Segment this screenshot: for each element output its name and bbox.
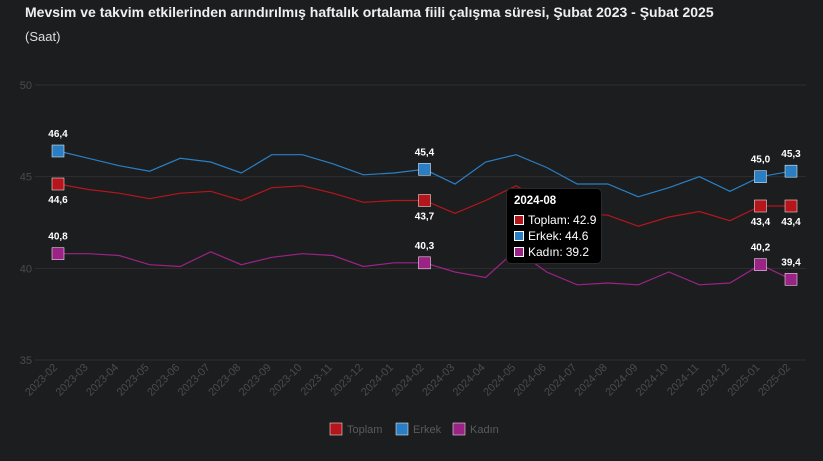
data-label: 43,7 <box>415 212 435 223</box>
tooltip-swatch-erkek <box>514 231 524 241</box>
legend-label: Kadın <box>470 424 499 436</box>
data-point-marker <box>418 163 431 176</box>
legend-swatch <box>452 422 466 436</box>
data-label: 43,4 <box>751 217 771 228</box>
x-tick-label: 2024-02 <box>390 362 427 399</box>
x-tick-label: 2024-10 <box>634 362 671 399</box>
tooltip-title: 2024-08 <box>514 195 557 207</box>
x-tick-label: 2023-08 <box>206 362 243 399</box>
data-label: 45,3 <box>781 149 801 160</box>
x-tick-label: 2023-05 <box>115 362 152 399</box>
x-tick-label: 2023-07 <box>176 362 213 399</box>
tooltip-swatch-kadin <box>514 247 524 257</box>
data-point-marker <box>784 164 798 178</box>
legend-swatch <box>395 422 409 436</box>
data-label: 40,8 <box>48 232 68 243</box>
y-tick-label: 40 <box>20 263 32 275</box>
data-label: 44,6 <box>48 195 68 206</box>
x-tick-label: 2023-12 <box>329 362 366 399</box>
tooltip-series-value: 44.6 <box>565 229 589 243</box>
x-tick-label: 2024-07 <box>542 362 579 399</box>
tooltip-row-kadin: Kadın: 39.2 <box>514 244 594 260</box>
y-tick-label: 50 <box>20 80 32 92</box>
tooltip-swatch-toplam <box>514 215 524 225</box>
x-tick-label: 2024-08 <box>573 362 610 399</box>
data-point-marker <box>51 177 65 191</box>
data-label: 40,3 <box>415 241 435 252</box>
data-label: 43,4 <box>781 217 801 228</box>
data-point-marker <box>754 258 767 271</box>
hover-tooltip: 2024-08 Toplam: 42.9 Erkek: 44.6 Kadın: … <box>506 188 602 264</box>
x-tick-label: 2023-10 <box>267 362 304 399</box>
grid-lines <box>35 84 806 361</box>
data-point-marker <box>418 256 431 270</box>
x-tick-label: 2024-12 <box>695 362 732 399</box>
series-lines <box>51 144 798 286</box>
data-label: 45,0 <box>751 155 771 166</box>
x-tick-label: 2025-01 <box>726 362 763 399</box>
chart-title: Mevsim ve takvim etkilerinden arındırılm… <box>25 4 714 20</box>
tooltip-series-name: Toplam <box>528 213 567 227</box>
data-label: 45,4 <box>415 147 435 158</box>
y-axis-ticks: 35 40 45 50 <box>20 80 32 367</box>
x-tick-label: 2023-06 <box>145 362 182 399</box>
chart-subtitle: (Saat) <box>25 29 61 44</box>
tooltip-series-value: 39.2 <box>565 245 590 259</box>
y-tick-label: 45 <box>20 172 32 184</box>
data-point-marker <box>51 247 65 260</box>
data-point-marker <box>784 199 798 213</box>
x-tick-label: 2024-06 <box>512 362 549 399</box>
tooltip-series-value: 42.9 <box>573 213 597 227</box>
data-point-marker <box>51 144 65 158</box>
legend-label: Erkek <box>413 424 442 436</box>
x-tick-label: 2024-03 <box>420 362 457 399</box>
legend[interactable]: Toplam Erkek Kadın <box>329 422 499 436</box>
tooltip-series-name: Kadın <box>528 245 560 259</box>
x-tick-label: 2023-04 <box>84 362 121 399</box>
legend-swatch <box>329 422 343 436</box>
data-point-marker <box>754 170 767 183</box>
x-tick-label: 2025-02 <box>756 362 793 399</box>
data-labels: 44,6 43,7 43,4 43,4 46,4 45,4 45,0 45,3 40,8 40,3… <box>48 129 801 268</box>
x-tick-label: 2024-01 <box>359 362 396 399</box>
data-point-marker <box>418 194 431 207</box>
y-tick-label: 35 <box>20 355 32 367</box>
data-point-marker <box>784 273 798 286</box>
legend-item-toplam[interactable]: Toplam <box>329 422 382 436</box>
x-tick-label: 2023-02 <box>23 362 60 399</box>
x-tick-label: 2023-03 <box>54 362 91 399</box>
legend-item-erkek[interactable]: Erkek <box>395 422 442 436</box>
x-tick-label: 2023-09 <box>237 362 274 399</box>
data-label: 46,4 <box>48 129 68 140</box>
data-label: 39,4 <box>781 257 801 268</box>
tooltip-row-erkek: Erkek: 44.6 <box>514 228 594 244</box>
x-axis-ticks: 2023-022023-032023-042023-052023-062023-… <box>23 362 793 399</box>
x-tick-label: 2024-05 <box>481 362 518 399</box>
data-label: 40,2 <box>751 243 771 254</box>
x-tick-label: 2024-09 <box>603 362 640 399</box>
x-tick-label: 2024-04 <box>451 362 488 399</box>
legend-item-kadın[interactable]: Kadın <box>452 422 499 436</box>
tooltip-row-toplam: Toplam: 42.9 <box>514 212 597 228</box>
x-tick-label: 2024-11 <box>665 362 701 398</box>
x-tick-label: 2023-11 <box>299 362 335 398</box>
legend-label: Toplam <box>347 424 382 436</box>
data-point-marker <box>754 199 767 213</box>
tooltip-series-name: Erkek <box>528 229 559 243</box>
